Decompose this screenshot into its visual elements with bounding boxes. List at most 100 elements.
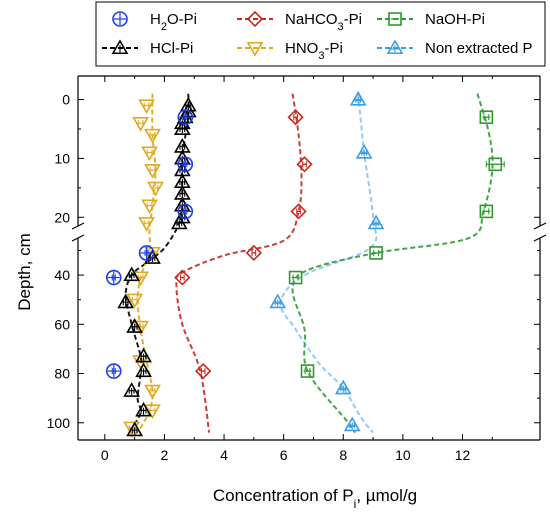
x-axis-title-subscript: i xyxy=(354,497,357,511)
x-tick-label: 0 xyxy=(101,447,109,463)
data-point xyxy=(141,199,158,215)
data-point xyxy=(334,379,352,395)
data-point xyxy=(177,109,194,126)
data-point xyxy=(173,120,191,136)
y-tick-label: 40 xyxy=(54,267,70,283)
legend-frame xyxy=(95,1,546,67)
x-tick-label: 8 xyxy=(339,447,347,463)
legend-label-suffix: -Pi xyxy=(344,11,362,28)
legend-label-text: HNO xyxy=(285,40,318,57)
data-point xyxy=(135,362,152,378)
data-point xyxy=(177,156,194,173)
legend-label-text: Non extracted P xyxy=(425,40,533,57)
data-point xyxy=(126,318,144,333)
data-point xyxy=(144,128,161,144)
data-point xyxy=(288,270,303,285)
data-point xyxy=(269,293,287,309)
x-axis-title-unit: , µmol/g xyxy=(356,486,417,505)
legend-label: NaOH-Pi xyxy=(425,11,485,28)
legend-label-suffix: -Pi xyxy=(324,40,342,57)
trend-line xyxy=(279,93,378,434)
legend-label-text: NaHCO xyxy=(285,11,338,28)
data-point xyxy=(126,293,144,309)
data-point xyxy=(138,99,155,115)
x-tick-label: 10 xyxy=(395,447,411,463)
data-point xyxy=(287,109,304,126)
data-point xyxy=(367,214,385,230)
data-point xyxy=(245,244,262,262)
legend-marker xyxy=(111,39,129,55)
legend-label-text: NaOH-Pi xyxy=(425,11,485,28)
y-tick-label: 80 xyxy=(54,366,70,382)
data-point xyxy=(488,157,503,172)
trend-line xyxy=(291,93,494,434)
legend-label-text: H xyxy=(150,11,161,28)
data-point xyxy=(147,181,164,197)
data-point xyxy=(144,164,161,179)
data-point xyxy=(105,363,122,379)
data-point xyxy=(117,293,135,309)
axis-break-right-top xyxy=(533,222,547,230)
data-point xyxy=(135,347,152,363)
data-point xyxy=(105,269,122,286)
data-point xyxy=(355,143,373,159)
data-point xyxy=(290,203,307,220)
plot-frame xyxy=(71,75,547,441)
legend-label: HCl-Pi xyxy=(150,40,193,57)
legend-label-subscript: 2 xyxy=(161,21,167,33)
data-point xyxy=(135,401,152,417)
x-tick-label: 2 xyxy=(161,447,169,463)
data-point xyxy=(479,110,494,125)
data-point xyxy=(141,146,158,162)
data-point xyxy=(195,362,212,380)
data-point xyxy=(123,266,141,282)
data-point xyxy=(144,246,161,262)
data-point xyxy=(144,404,161,420)
legend-label: H2O-Pi xyxy=(150,11,197,33)
legend-marker xyxy=(388,12,402,26)
axis-break-left-top xyxy=(71,222,85,230)
legend-label-text: HCl-Pi xyxy=(150,40,193,57)
legend-label-subscript: 3 xyxy=(318,50,324,62)
y-axis-ticks: 0 10 20 40 60 80 100 xyxy=(47,92,540,431)
data-point xyxy=(123,382,141,397)
data-point xyxy=(174,269,191,286)
trend-line xyxy=(130,93,157,439)
data-point xyxy=(296,156,313,173)
legend-marker xyxy=(246,10,264,28)
data-point xyxy=(126,421,144,437)
data-markers xyxy=(105,90,505,437)
x-tick-label: 6 xyxy=(280,447,288,463)
data-point xyxy=(138,245,155,261)
data-point xyxy=(177,203,194,220)
legend-marker xyxy=(246,41,264,57)
data-point xyxy=(300,364,315,378)
data-point xyxy=(349,90,367,106)
data-point xyxy=(343,416,361,432)
trend-lines xyxy=(124,93,494,439)
data-point xyxy=(369,246,383,260)
data-point xyxy=(479,204,494,219)
data-point xyxy=(170,214,188,230)
legend-label: Non extracted P xyxy=(425,40,533,57)
legend-marker xyxy=(386,39,404,55)
data-point xyxy=(144,384,161,400)
legend-marker xyxy=(112,11,128,27)
y-tick-label: 60 xyxy=(54,316,70,332)
x-axis-title-main: Concentration of P xyxy=(213,486,354,505)
x-tick-label: 4 xyxy=(220,447,228,463)
y-tick-label: 20 xyxy=(54,209,70,225)
data-point xyxy=(138,217,155,232)
x-axis-title: Concentration of Pi, µmol/g xyxy=(213,486,417,511)
legend-label: HNO3-Pi xyxy=(285,40,343,62)
trend-line xyxy=(175,93,303,433)
y-tick-label: 0 xyxy=(62,92,70,108)
legend-label: NaHCO3-Pi xyxy=(285,11,362,33)
legend-label-subscript: 3 xyxy=(338,21,344,33)
data-point xyxy=(132,117,149,132)
x-tick-label: 12 xyxy=(455,447,471,463)
axis-break-right-bottom xyxy=(533,234,547,242)
